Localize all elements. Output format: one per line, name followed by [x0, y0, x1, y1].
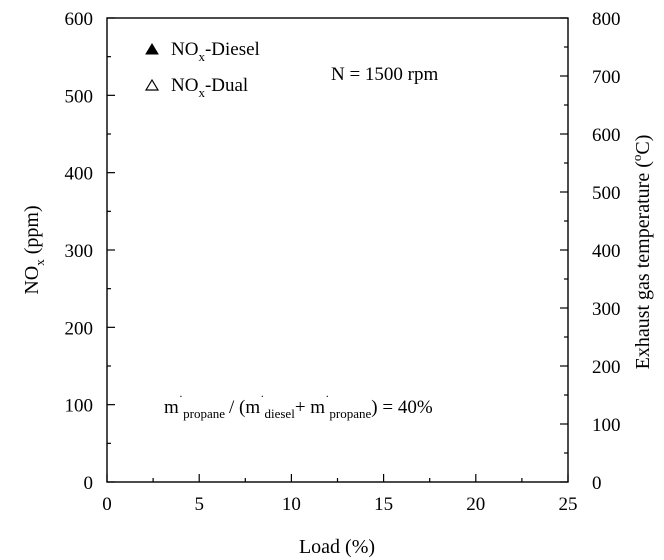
y2-tick-label: 400: [592, 241, 621, 262]
y-tick-label: 500: [65, 86, 94, 107]
y2-tick-label: 200: [592, 357, 621, 378]
y-tick-label: 200: [65, 318, 94, 339]
legend-label-diesel: NOx-Diesel: [171, 39, 260, 64]
x-tick-label: 0: [102, 494, 112, 515]
x-axis: 0 5 10 15 20 25: [102, 474, 578, 515]
legend: NOx-Diesel NOx-Dual: [144, 39, 260, 100]
x-tick-label: 10: [282, 494, 301, 515]
y2-tick-label: 0: [592, 473, 602, 494]
y-tick-label: 600: [65, 9, 94, 30]
y-axis-title: NOx (ppm): [21, 205, 47, 294]
y-axis-right: 0 100 200 300 400 500 600 700 800: [560, 9, 621, 494]
engine-speed-annotation: N = 1500 rpm: [331, 64, 439, 85]
y2-tick-label: 800: [592, 9, 621, 30]
x-tick-label: 15: [374, 494, 393, 515]
legend-label-dual: NOx-Dual: [171, 75, 248, 100]
y2-tick-label: 300: [592, 299, 621, 320]
y-tick-label: 0: [84, 473, 94, 494]
y2-tick-label: 600: [592, 125, 621, 146]
legend-marker-diesel: [145, 43, 159, 55]
y2-axis-title: Exhaust gas temperature (oC): [629, 135, 654, 370]
fuel-ratio-annotation: m˙propane / (m˙diesel+ m˙propane) = 40%: [164, 392, 433, 421]
y-tick-label: 300: [65, 241, 94, 262]
y2-tick-label: 500: [592, 183, 621, 204]
y2-tick-label: 100: [592, 415, 621, 436]
y-axis-left: 0 100 200 300 400 500 600: [65, 9, 115, 494]
x-tick-label: 25: [559, 494, 578, 515]
y-tick-label: 100: [65, 396, 94, 417]
legend-marker-dual: [144, 78, 160, 91]
y-tick-label: 400: [65, 164, 94, 185]
x-tick-label: 5: [194, 494, 204, 515]
y2-tick-label: 700: [592, 67, 621, 88]
x-axis-title: Load (%): [299, 536, 375, 558]
x-tick-label: 20: [466, 494, 485, 515]
